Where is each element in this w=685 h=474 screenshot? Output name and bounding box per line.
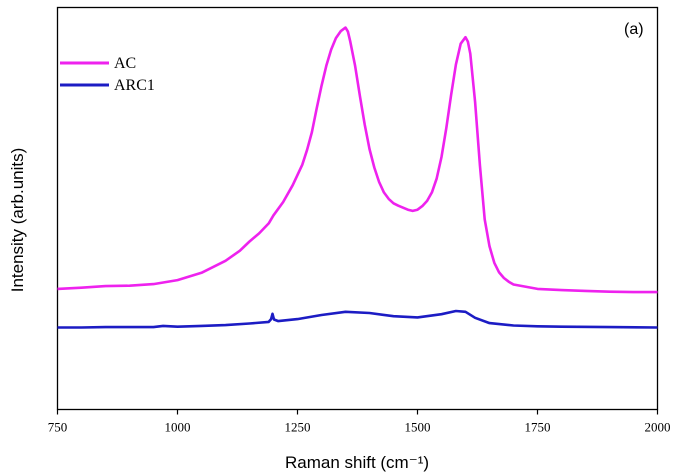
series-line-ac — [57, 26, 658, 294]
x-tick-label: 1000 — [165, 420, 191, 435]
plot-frame — [56, 6, 659, 411]
legend-label-ac: AC — [114, 55, 136, 72]
x-tick-label: 1250 — [285, 420, 311, 435]
x-tick-label: 750 — [48, 420, 68, 435]
series-line-arc1 — [57, 309, 658, 329]
x-tick-label: 1750 — [525, 420, 551, 435]
x-tick-label: 2000 — [645, 420, 671, 435]
series-lines — [57, 26, 658, 329]
panel-label: (a) — [624, 21, 644, 38]
x-axis-title: Raman shift (cm⁻¹) — [285, 453, 429, 472]
x-tick-label: 1500 — [405, 420, 431, 435]
legend-label-arc1: ARC1 — [114, 77, 155, 94]
legend: AC ARC1 — [60, 55, 155, 94]
x-axis-ticks: 750 1000 1250 1500 1750 2000 — [48, 409, 671, 435]
y-axis-title: Intensity (arb.units) — [8, 148, 27, 293]
